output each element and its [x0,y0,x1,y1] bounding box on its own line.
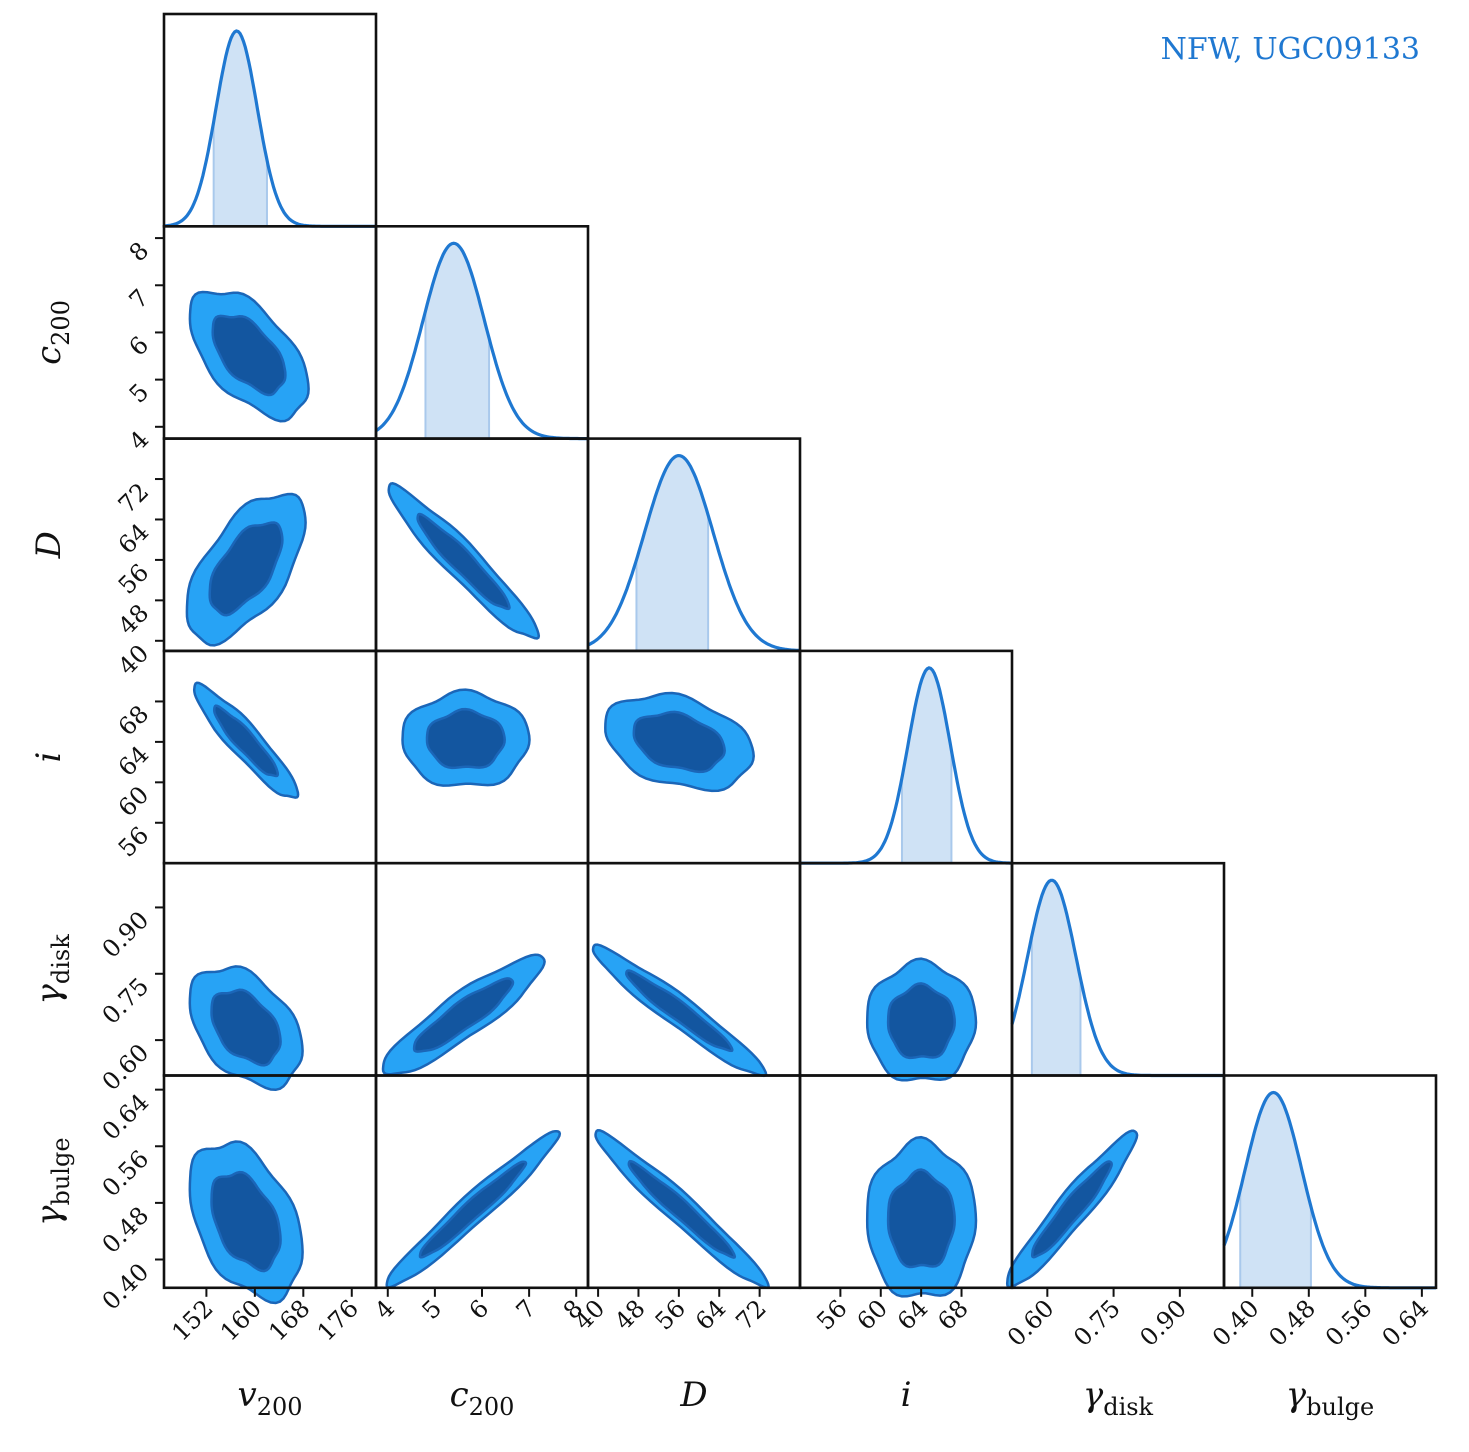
interval-fill-v200 [213,31,267,227]
x-tick-label-D-4: 72 [730,1294,771,1335]
interval-fill-gamma_disk [1031,880,1081,1076]
contour-layer [185,290,1139,1305]
y-tick-label-c200-4: 8 [124,237,155,268]
x-tick-label-i-2: 64 [892,1294,933,1335]
contour-inner-D-gamma_bulge [627,1159,737,1259]
contour-inner-v200-c200 [211,314,287,397]
y-tick-label-gamma_bulge-2: 0.56 [97,1145,155,1203]
contour-inner-c200-i [425,707,506,770]
x-tick-label-c200-2: 6 [464,1294,495,1325]
x-tick-label-D-2: 56 [650,1294,691,1335]
contour-inner-c200-D [416,512,511,611]
y-tick-label-i-1: 60 [113,781,154,822]
y-tick-label-i-3: 68 [113,700,154,741]
x-axis-label-v200: v200 [237,1375,302,1421]
x-tick-label-D-0: 40 [569,1294,610,1335]
x-tick-label-c200-1: 5 [417,1294,448,1325]
panel-frame-5-5 [1222,1074,1438,1290]
contour-inner-c200-gamma_bulge [418,1160,528,1259]
density-curve-D [587,453,801,653]
y-tick-label-D-3: 64 [113,518,154,559]
y-tick-label-i-2: 64 [113,740,154,781]
x-tick-label-i-0: 56 [811,1294,852,1335]
y-axis-label-D: D [29,531,69,559]
y-tick-label-i-0: 56 [113,821,154,862]
interval-fills [212,31,1312,1288]
y-tick-label-c200-1: 5 [124,378,155,409]
x-tick-label-D-3: 64 [690,1294,731,1335]
panel-frame-2-1 [374,437,590,653]
x-axis-label-gamma_bulge: γbulge [1286,1375,1374,1421]
x-tick-label-gamma_bulge-0: 0.40 [1207,1294,1265,1352]
x-axis-label-i: i [901,1375,912,1415]
x-tick-label-gamma_disk-2: 0.90 [1134,1294,1192,1352]
panel-frame-5-2 [586,1074,802,1290]
y-tick-label-D-1: 48 [113,599,154,640]
y-axis-label-gamma_bulge: γbulge [29,1137,75,1225]
density-curve-v200 [163,29,376,228]
y-tick-label-c200-3: 7 [124,284,155,315]
interval-fill-gamma_bulge [1240,1092,1311,1288]
x-tick-label-v200-1: 160 [215,1294,267,1346]
contour-inner-v200-gamma_disk [210,988,282,1067]
x-axis-label-c200: c200 [450,1375,515,1421]
y-tick-label-gamma_bulge-3: 0.64 [97,1088,155,1146]
x-tick-label-gamma_bulge-3: 0.64 [1377,1294,1435,1352]
x-axis-label-gamma_disk: γdisk [1083,1375,1154,1421]
x-tick-label-v200-0: 152 [166,1294,218,1346]
contour-inner-v200-gamma_bulge [210,1170,282,1273]
x-tick-label-v200-3: 176 [312,1294,364,1346]
x-tick-label-gamma_bulge-2: 0.56 [1320,1294,1378,1352]
x-axis-label-D: D [679,1375,707,1415]
contour-inner-v200-i [212,704,280,778]
y-tick-label-c200-2: 6 [124,331,155,362]
y-tick-label-gamma_disk-0: 0.60 [97,1039,155,1097]
x-tick-label-i-3: 68 [932,1294,973,1335]
x-tick-label-gamma_disk-0: 0.60 [1002,1294,1060,1352]
y-axis-label-i: i [29,752,69,763]
y-axis-label-gamma_disk: γdisk [29,934,75,1005]
y-tick-label-gamma_disk-2: 0.90 [97,906,155,964]
axis-ticks [155,237,1423,1297]
contour-inner-D-gamma_disk [625,969,734,1053]
contour-inner-D-i [632,710,726,774]
contour-inner-c200-gamma_disk [412,977,515,1053]
contour-inner-i-gamma_bulge [886,1168,956,1269]
x-tick-label-D-1: 48 [609,1294,650,1335]
y-tick-label-D-4: 72 [113,477,154,518]
panel-frames [162,12,1438,1290]
y-tick-label-gamma_disk-1: 0.75 [97,972,155,1030]
contour-inner-i-gamma_disk [886,982,956,1060]
y-axis-label-c200: c200 [29,300,75,365]
x-tick-label-c200-0: 4 [369,1294,400,1325]
x-tick-label-c200-3: 7 [511,1294,542,1325]
plot-title: NFW, UGC09133 [1161,32,1420,67]
y-tick-label-gamma_bulge-1: 0.48 [97,1201,155,1259]
interval-fill-i [902,667,952,864]
y-tick-label-D-2: 56 [113,558,154,599]
interval-fill-c200 [425,243,490,439]
x-tick-label-gamma_disk-1: 0.75 [1068,1294,1126,1352]
x-tick-label-gamma_bulge-1: 0.48 [1263,1294,1321,1352]
y-tick-label-c200-0: 4 [124,425,155,456]
y-tick-label-D-0: 40 [113,639,154,680]
contour-inner-v200-D [208,521,284,617]
x-tick-label-i-1: 60 [852,1294,893,1335]
y-tick-label-gamma_bulge-0: 0.40 [97,1258,155,1316]
contour-inner-gamma_disk-gamma_bulge [1030,1160,1113,1259]
